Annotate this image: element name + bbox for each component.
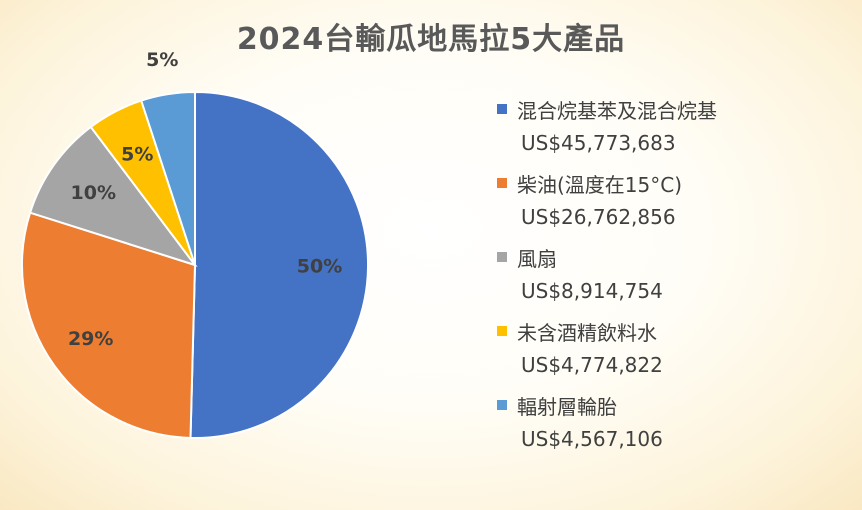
legend-value: US$4,774,822 bbox=[521, 353, 663, 377]
legend-label: 輻射層輪胎 bbox=[517, 394, 617, 419]
pie-slice bbox=[21, 211, 197, 439]
slice-percent-label: 10% bbox=[71, 182, 116, 204]
legend-swatch bbox=[497, 252, 507, 262]
chart-title: 2024台輸瓜地馬拉5大產品 bbox=[236, 22, 626, 57]
legend-swatch bbox=[497, 178, 507, 188]
legend-entry: 風扇 US$8,914,754 bbox=[497, 240, 857, 314]
legend-entry: 柴油(溫度在15°C) US$26,762,856 bbox=[497, 166, 857, 240]
legend-swatch bbox=[497, 326, 507, 336]
slice-percent-label: 5% bbox=[121, 144, 153, 166]
pie-slice bbox=[189, 90, 370, 439]
legend-swatch bbox=[497, 400, 507, 410]
slice-percent-label: 29% bbox=[68, 328, 113, 350]
legend-label: 柴油(溫度在15°C) bbox=[517, 172, 683, 197]
legend-value: US$8,914,754 bbox=[521, 279, 663, 303]
legend-label: 未含酒精飲料水 bbox=[517, 320, 657, 345]
legend-entry: 未含酒精飲料水 US$4,774,822 bbox=[497, 314, 857, 388]
legend-label: 風扇 bbox=[517, 246, 557, 271]
legend-value: US$26,762,856 bbox=[521, 205, 676, 229]
legend-entry: 混合烷基苯及混合烷基 US$45,773,683 bbox=[497, 92, 857, 166]
legend-entry: 輻射層輪胎 US$4,567,106 bbox=[497, 388, 857, 462]
pie-slice bbox=[139, 90, 196, 266]
legend: 混合烷基苯及混合烷基 US$45,773,683 柴油(溫度在15°C) US$… bbox=[497, 92, 857, 462]
legend-label: 混合烷基苯及混合烷基 bbox=[517, 98, 717, 123]
legend-swatch bbox=[497, 104, 507, 114]
legend-value: US$45,773,683 bbox=[521, 131, 676, 155]
legend-value: US$4,567,106 bbox=[521, 427, 663, 451]
slice-percent-label: 50% bbox=[297, 256, 342, 278]
slice-percent-label: 5% bbox=[146, 49, 178, 71]
pie-slice bbox=[28, 125, 198, 267]
